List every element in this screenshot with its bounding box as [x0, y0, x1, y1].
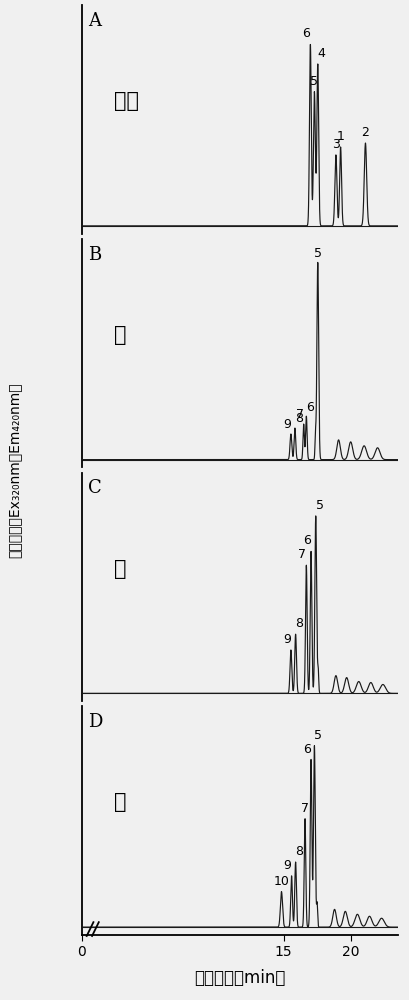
- Text: 下: 下: [113, 792, 126, 812]
- Text: 10: 10: [273, 875, 289, 888]
- Text: 7: 7: [300, 802, 308, 815]
- Text: 5: 5: [310, 75, 318, 88]
- Text: 2: 2: [361, 126, 369, 139]
- Text: 标样: 标样: [113, 91, 138, 111]
- Text: 5: 5: [314, 729, 321, 742]
- Text: D: D: [88, 713, 102, 731]
- Text: 9: 9: [282, 418, 290, 431]
- Text: 3: 3: [331, 138, 339, 151]
- Text: A: A: [88, 12, 101, 30]
- Text: 7: 7: [295, 408, 303, 421]
- Text: 7: 7: [298, 548, 306, 561]
- Text: 上: 上: [113, 325, 126, 345]
- Text: 中: 中: [113, 559, 126, 579]
- Text: C: C: [88, 479, 102, 497]
- Text: 6: 6: [302, 743, 310, 756]
- Text: 6: 6: [301, 27, 309, 40]
- Text: 9: 9: [283, 859, 291, 872]
- Text: 1: 1: [336, 130, 344, 143]
- Text: 8: 8: [294, 412, 302, 425]
- Text: 4: 4: [317, 47, 325, 60]
- Text: 8: 8: [295, 845, 303, 858]
- Text: 8: 8: [295, 617, 303, 630]
- Text: 6: 6: [302, 534, 310, 547]
- Text: 5: 5: [315, 499, 323, 512]
- Text: 5: 5: [313, 247, 321, 260]
- Text: 荧光强度（Ex₃₂₀nm，Em₄₂₀nm）: 荧光强度（Ex₃₂₀nm，Em₄₂₀nm）: [7, 382, 21, 558]
- Text: 洗脱时间（min）: 洗脱时间（min）: [194, 969, 285, 987]
- Text: 9: 9: [282, 633, 290, 646]
- Text: 6: 6: [306, 401, 313, 414]
- Text: B: B: [88, 246, 101, 264]
